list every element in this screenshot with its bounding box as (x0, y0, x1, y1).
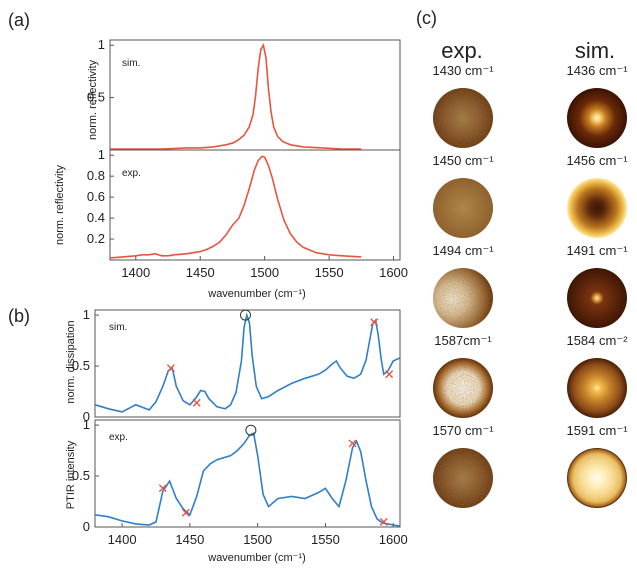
panel-c-images: 1430 cm⁻¹ 1450 cm⁻¹ 1494 cm⁻¹ 1587cm⁻¹ 1570 … (432, 63, 628, 508)
ytick-label-b-sim-0: 0 (83, 409, 90, 424)
series-line-a-exp (109, 155, 362, 259)
exp-image-speckle-0 (433, 88, 493, 148)
series-label-b-sim: sim. (109, 322, 127, 333)
xtick-label-b-exp-0: 1400 (108, 532, 137, 547)
sim-wavenumber-label-4: 1591 cm⁻¹ (566, 423, 628, 438)
ytick-label-a-exp-3: 0.8 (87, 168, 105, 183)
xtick-label-a-exp-4: 1600 (379, 265, 408, 280)
xtick-label-a-exp-3: 1550 (315, 265, 344, 280)
ytick-label-a-exp-0: 0.2 (87, 231, 105, 246)
exp-wavenumber-label-1: 1450 cm⁻¹ (432, 153, 494, 168)
ytick-label-b-exp-1: 0.5 (72, 468, 90, 483)
panel-label-c: (c) (416, 8, 437, 28)
sim-wavenumber-label-3: 1584 cm⁻² (566, 333, 628, 348)
ylabel-a-exp: norm. reflectivity (54, 164, 66, 245)
marker-x-b-exp-2 (348, 439, 357, 448)
chart-b-sim: 0 0.5 1 sim. (72, 307, 401, 424)
xlabel-b: wavenumber (cm⁻¹) (207, 552, 306, 564)
marker-x-b-exp-3 (379, 517, 388, 526)
sim-image-4 (567, 448, 627, 508)
xtick-label-b-exp-3: 1550 (311, 532, 340, 547)
marker-x-b-sim-2 (370, 318, 379, 327)
axes-frame-b-exp (94, 419, 401, 528)
ytick-label-a-sim-1: 1 (98, 37, 105, 52)
exp-wavenumber-label-3: 1587cm⁻¹ (434, 333, 492, 348)
column-title-sim: sim. (575, 38, 615, 63)
sim-wavenumber-label-1: 1456 cm⁻¹ (566, 153, 628, 168)
axes-frame-a-exp (109, 149, 401, 261)
panel-label-b: (b) (8, 306, 30, 326)
peak-marker-b-exp (245, 424, 257, 436)
chart-a-sim: 0.5 1 sim. (87, 37, 401, 151)
sim-image-3 (567, 358, 627, 418)
sim-image-2 (567, 268, 627, 328)
ytick-label-a-exp-2: 0.6 (87, 189, 105, 204)
series-line-b-exp (94, 431, 401, 527)
xlabel-a: wavenumber (cm⁻¹) (207, 288, 306, 300)
xtick-label-a-exp-0: 1400 (121, 265, 150, 280)
marker-x-b-exp-1 (181, 508, 190, 517)
axes-frame-b-sim (94, 309, 401, 418)
series-line-a-sim (110, 43, 362, 150)
ytick-label-b-exp-2: 1 (83, 417, 90, 432)
series-label-a-exp: exp. (122, 168, 141, 179)
ytick-label-a-sim-0: 0.5 (87, 90, 105, 105)
series-line-b-sim (94, 312, 401, 413)
marker-x-b-exp-0 (158, 484, 167, 493)
exp-image-speckle-3 (433, 358, 493, 418)
exp-image-speckle-1 (433, 178, 493, 238)
column-title-exp: exp. (441, 38, 483, 63)
exp-wavenumber-label-2: 1494 cm⁻¹ (432, 243, 494, 258)
ylabel-b-sim: norm. dissipation (65, 320, 77, 403)
ytick-label-b-sim-1: 0.5 (72, 358, 90, 373)
marker-x-b-sim-1 (192, 398, 201, 407)
xtick-label-b-exp-1: 1450 (175, 532, 204, 547)
peak-marker-b-sim (239, 309, 251, 321)
panel-label-a: (a) (8, 10, 30, 30)
ylabel-b-exp: PTIR intensity (65, 440, 77, 509)
ytick-label-a-exp-1: 0.4 (87, 210, 105, 225)
exp-image-speckle-2 (433, 268, 493, 328)
marker-x-b-sim-0 (166, 364, 175, 373)
xtick-label-b-exp-4: 1600 (379, 532, 408, 547)
exp-wavenumber-label-4: 1570 cm⁻¹ (432, 423, 494, 438)
sim-image-1 (567, 178, 627, 238)
exp-image-speckle-4 (433, 448, 493, 508)
ytick-label-a-exp-4: 1 (98, 147, 105, 162)
chart-a-exp: 0.2 0.4 0.6 0.8 1 1400 1450 1500 1550 1600 exp. (87, 147, 408, 280)
chart-b-exp: 0 0.5 1 1400 1450 1500 1550 1600 exp. (72, 417, 408, 547)
series-label-a-sim: sim. (122, 58, 140, 69)
series-label-b-exp: exp. (109, 432, 128, 443)
sim-wavenumber-label-2: 1491 cm⁻¹ (566, 243, 628, 258)
xtick-label-a-exp-2: 1500 (250, 265, 279, 280)
marker-x-b-sim-3 (385, 370, 394, 379)
sim-image-0 (567, 88, 627, 148)
exp-wavenumber-label-0: 1430 cm⁻¹ (432, 63, 494, 78)
xtick-label-b-exp-2: 1500 (243, 532, 272, 547)
xtick-label-a-exp-1: 1450 (186, 265, 215, 280)
ytick-label-b-exp-0: 0 (83, 519, 90, 534)
sim-wavenumber-label-0: 1436 cm⁻¹ (566, 63, 628, 78)
ytick-label-b-sim-2: 1 (83, 307, 90, 322)
ylabel-a-sim: norm. reflectivity (87, 59, 99, 140)
